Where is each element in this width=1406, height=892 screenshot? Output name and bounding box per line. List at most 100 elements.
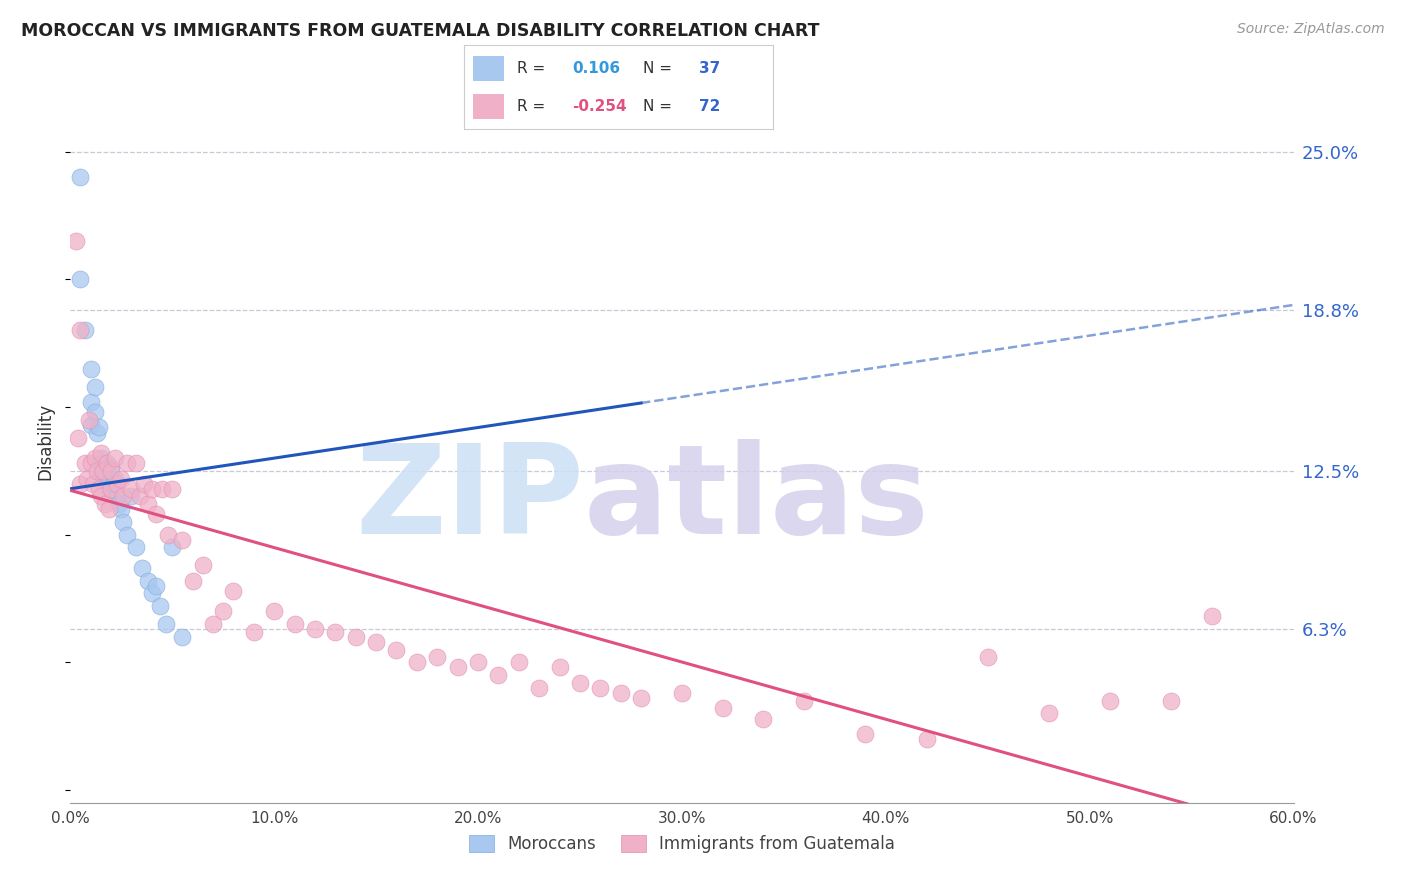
Point [69,476,91,491]
Point [243,624,266,639]
Point [121,482,143,496]
Point [157,527,180,541]
Point [86,464,108,478]
Point [90,490,112,504]
Point [94,497,117,511]
Point [426,650,449,665]
Point [191,558,214,573]
Point [131,561,153,575]
Point [69,323,91,337]
Point [344,630,367,644]
Point [83,451,105,466]
Point [145,508,167,522]
Point [67,431,90,445]
Point [1160,694,1182,708]
Text: atlas: atlas [583,439,929,560]
Text: -0.254: -0.254 [572,99,627,114]
Point [610,686,633,700]
Point [124,456,146,470]
Point [630,691,652,706]
Point [105,490,128,504]
Point [87,420,110,434]
Point [752,712,775,726]
Point [104,451,127,466]
Point [98,482,121,496]
Point [124,541,146,555]
Point [132,476,155,491]
Point [91,456,114,470]
Point [406,656,429,670]
Text: 72: 72 [699,99,720,114]
Text: N =: N = [644,61,672,76]
Point [263,604,285,618]
Point [79,417,103,432]
Point [65,234,87,248]
Point [73,456,96,470]
Text: MOROCCAN VS IMMIGRANTS FROM GUATEMALA DISABILITY CORRELATION CHART: MOROCCAN VS IMMIGRANTS FROM GUATEMALA DI… [21,22,820,40]
Point [366,635,388,649]
Point [108,497,131,511]
Point [508,656,530,670]
Point [284,617,307,632]
Point [447,660,470,674]
Legend: Moroccans, Immigrants from Guatemala: Moroccans, Immigrants from Guatemala [463,828,901,860]
Point [141,482,163,496]
Point [101,476,124,491]
Point [793,694,815,708]
Point [94,472,117,486]
Point [304,622,326,636]
Point [141,586,163,600]
Point [145,579,167,593]
Point [172,630,194,644]
Point [915,731,938,746]
Point [98,502,121,516]
Point [110,472,132,486]
Point [96,458,118,473]
Point [121,490,143,504]
Point [69,272,91,286]
Point [83,405,105,419]
Point [155,617,177,632]
Text: Source: ZipAtlas.com: Source: ZipAtlas.com [1237,22,1385,37]
FancyBboxPatch shape [474,55,505,81]
Point [212,604,235,618]
Point [112,490,135,504]
Point [128,490,150,504]
Point [162,482,183,496]
Text: 37: 37 [699,61,720,76]
Point [105,476,128,491]
Text: N =: N = [644,99,672,114]
Point [100,482,122,496]
Point [385,642,408,657]
Point [79,395,103,409]
Point [79,361,103,376]
Point [100,482,122,496]
Point [100,464,122,478]
Point [86,425,108,440]
Point [172,533,194,547]
Point [112,515,135,529]
Point [711,701,734,715]
Point [568,675,592,690]
Point [79,456,103,470]
Point [117,456,139,470]
Point [976,650,998,665]
Point [117,527,139,541]
Point [90,451,112,466]
Point [150,482,173,496]
Point [222,583,245,598]
Point [467,656,489,670]
Point [162,541,183,555]
Point [149,599,172,614]
Point [90,446,112,460]
Point [548,660,571,674]
Point [1201,609,1223,624]
Point [96,476,118,491]
Text: 0.106: 0.106 [572,61,620,76]
Point [202,617,225,632]
Point [671,686,693,700]
Point [136,574,159,588]
Point [73,323,96,337]
Point [96,456,118,470]
Point [104,472,127,486]
